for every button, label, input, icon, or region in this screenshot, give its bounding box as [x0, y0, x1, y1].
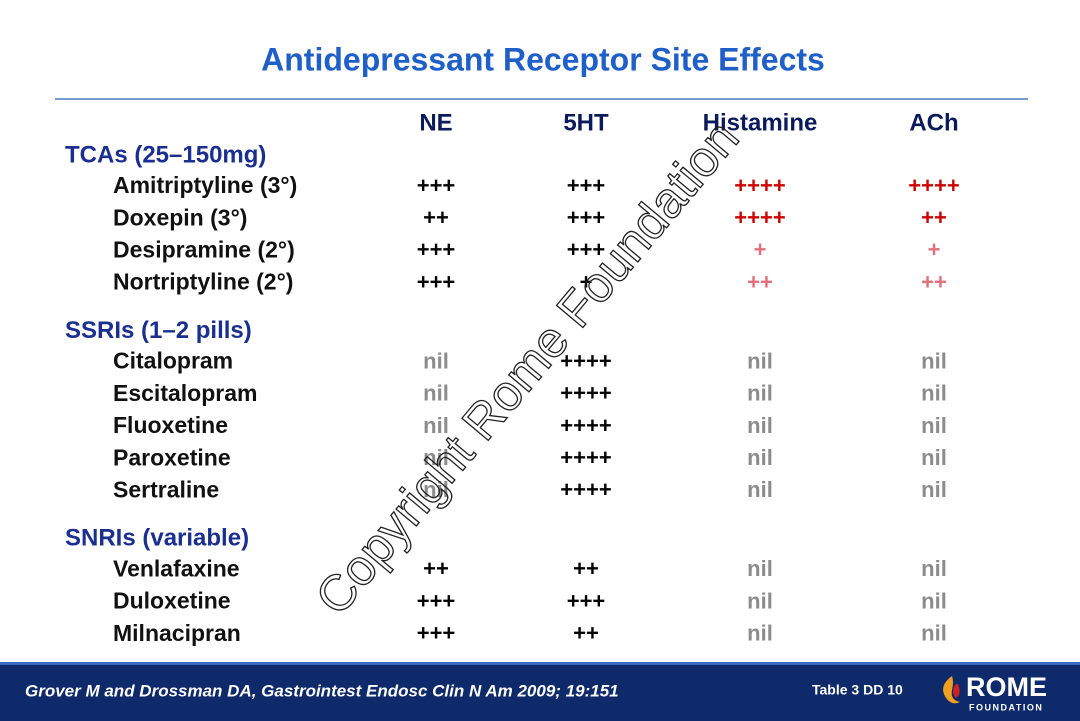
effect-cell: ++++: [560, 413, 611, 438]
effect-cell: nil: [747, 381, 773, 406]
effect-cell: ++: [573, 556, 599, 581]
effect-cell: nil: [921, 588, 947, 613]
table: NE 5HT Histamine ACh TCAs (25–150mg) Amitript…: [65, 109, 960, 646]
column-header: NE: [419, 109, 452, 136]
effect-cell: ++++: [560, 445, 611, 470]
drug-name: Milnacipran: [113, 620, 241, 646]
effect-cell: nil: [747, 477, 773, 502]
drug-name: Doxepin (3°): [113, 204, 247, 230]
group-label: SSRIs (1–2 pills): [65, 317, 252, 344]
column-header: Histamine: [703, 109, 818, 136]
effect-cell: ++++: [734, 173, 785, 198]
effect-cell: nil: [423, 477, 449, 502]
drug-name: Paroxetine: [113, 444, 231, 470]
drug-name: Citalopram: [113, 348, 233, 374]
effect-cell: nil: [747, 445, 773, 470]
logo-subtext: FOUNDATION: [969, 702, 1043, 712]
drug-name: Fluoxetine: [113, 412, 228, 438]
group-label: SNRIs (variable): [65, 525, 249, 552]
drug-name: Venlafaxine: [113, 555, 240, 581]
drug-name: Sertraline: [113, 476, 219, 502]
effect-cell: ++: [423, 205, 449, 230]
effect-cell: +++: [417, 237, 456, 262]
effect-cell: +++: [417, 588, 456, 613]
effect-cell: nil: [921, 413, 947, 438]
logo-flame: [943, 676, 960, 704]
drug-name: Nortriptyline (2°): [113, 269, 293, 295]
effect-cell: nil: [921, 477, 947, 502]
effect-cell: +++: [567, 588, 606, 613]
effect-cell: +++: [417, 173, 456, 198]
group-label: TCAs (25–150mg): [65, 141, 266, 168]
effect-cell: nil: [921, 445, 947, 470]
drug-name: Escitalopram: [113, 380, 257, 406]
effect-cell: nil: [747, 413, 773, 438]
effect-cell: nil: [747, 556, 773, 581]
effect-cell: nil: [423, 348, 449, 373]
drug-name: Duloxetine: [113, 588, 231, 614]
effect-cell: ++: [921, 205, 947, 230]
effect-cell: ++++: [560, 477, 611, 502]
effect-cell: nil: [423, 445, 449, 470]
logo-text: ROME: [966, 672, 1047, 702]
drug-name: Desipramine (2°): [113, 236, 295, 262]
effect-cell: +: [928, 237, 941, 262]
footer-band: [0, 664, 1080, 721]
effect-cell: ++++: [734, 205, 785, 230]
effect-cell: +++: [417, 621, 456, 646]
logo-flame-core: [953, 684, 960, 698]
effect-cell: ++++: [560, 348, 611, 373]
slide-title: Antidepressant Receptor Site Effects: [261, 41, 825, 77]
effect-cell: nil: [921, 381, 947, 406]
effect-cell: nil: [747, 621, 773, 646]
effect-cell: ++++: [560, 381, 611, 406]
effect-cell: nil: [921, 556, 947, 581]
effect-cell: nil: [423, 381, 449, 406]
effect-cell: +++: [567, 237, 606, 262]
effect-cell: nil: [747, 348, 773, 373]
effect-cell: ++: [423, 556, 449, 581]
effect-cell: ++++: [908, 173, 959, 198]
effect-cell: +: [754, 237, 767, 262]
effect-cell: +++: [567, 205, 606, 230]
effect-cell: nil: [921, 348, 947, 373]
citation: Grover M and Drossman DA, Gastrointest E…: [25, 681, 619, 700]
effect-cell: +++: [417, 269, 456, 294]
drug-name: Amitriptyline (3°): [113, 172, 297, 198]
column-header: ACh: [909, 109, 958, 136]
effect-cell: ++: [921, 269, 947, 294]
effect-cell: nil: [747, 588, 773, 613]
effect-cell: +: [580, 269, 593, 294]
column-header: 5HT: [563, 109, 609, 136]
effect-cell: ++: [573, 621, 599, 646]
effect-cell: nil: [423, 413, 449, 438]
effect-cell: nil: [921, 621, 947, 646]
footer-edge: [0, 662, 1080, 665]
logo: ROME FOUNDATION: [943, 672, 1047, 712]
effect-cell: +++: [567, 173, 606, 198]
effect-cell: ++: [747, 269, 773, 294]
table-reference: Table 3 DD 10: [812, 682, 903, 698]
